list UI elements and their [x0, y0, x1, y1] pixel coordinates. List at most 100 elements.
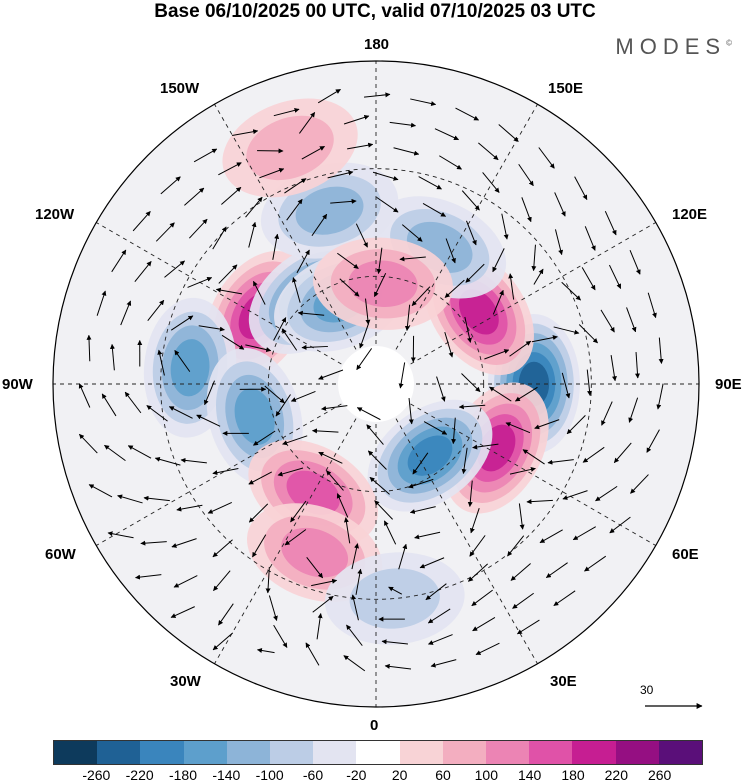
anomaly-contour — [281, 527, 349, 578]
wind-arrow — [212, 468, 239, 476]
wind-arrow — [109, 343, 115, 371]
brand-mark: © — [726, 38, 732, 48]
wind-arrow — [168, 406, 193, 419]
wind-arrow — [518, 503, 525, 530]
wind-vectors — [78, 88, 664, 672]
wind-arrow — [170, 606, 195, 618]
wind-arrow — [343, 655, 366, 672]
wind-arrow — [613, 442, 632, 463]
wind-arrow — [318, 369, 344, 380]
wind-arrow — [343, 517, 351, 544]
wind-arrow — [425, 583, 447, 601]
latitude-circle — [160, 168, 592, 600]
polar-cap — [338, 346, 414, 422]
wind-arrow — [284, 529, 307, 546]
colorbar-tick-label: -220 — [125, 767, 154, 783]
wind-arrow — [372, 171, 399, 181]
wind-arrow — [398, 362, 406, 389]
wind-arrow — [265, 566, 271, 594]
wind-arrow — [393, 147, 420, 156]
wind-arrow — [531, 335, 558, 343]
wind-arrow — [311, 428, 339, 434]
wind-arrow — [311, 578, 338, 587]
wind-arrow — [466, 220, 477, 246]
wind-arrow — [127, 445, 152, 459]
wind-arrow — [124, 391, 142, 414]
wind-arrow — [646, 429, 660, 453]
wind-arrow — [311, 213, 328, 237]
wind-arrow — [215, 287, 243, 295]
wind-arrow — [212, 226, 227, 250]
wind-arrow — [245, 196, 263, 218]
colorbar-segment — [529, 741, 573, 764]
wind-arrow — [505, 422, 531, 434]
wind-arrow — [286, 198, 303, 221]
wind-arrow — [317, 88, 341, 104]
wind-arrow — [553, 590, 576, 607]
wind-arrow — [117, 494, 143, 504]
wind-arrow — [498, 124, 519, 142]
wind-arrow — [461, 447, 468, 475]
wind-arrow — [218, 162, 242, 176]
wind-arrow — [198, 325, 225, 332]
wind-arrow — [409, 506, 436, 514]
wind-arrow — [581, 267, 596, 291]
wind-arrow — [445, 238, 456, 264]
wind-arrow — [218, 264, 238, 284]
wind-arrow — [356, 348, 373, 371]
wind-arrow — [518, 163, 534, 187]
brand-name: MODES — [615, 34, 727, 59]
wind-arrow — [383, 520, 397, 545]
wind-arrow — [472, 443, 499, 450]
colorbar-tick-label: 220 — [604, 767, 629, 783]
wind-arrow — [398, 543, 408, 570]
wind-arrow — [221, 186, 242, 205]
wind-arrow — [336, 493, 349, 518]
wind-arrow — [399, 256, 426, 262]
colorbar-segment — [140, 741, 184, 764]
wind-arrow — [134, 261, 152, 282]
wind-arrow — [430, 659, 457, 668]
wind-arrow — [465, 263, 485, 283]
wind-arrow — [248, 471, 273, 485]
wind-arrow — [461, 373, 481, 393]
wind-arrow — [492, 289, 504, 315]
wind-arrow — [373, 272, 387, 298]
reference-vector-label: 30 — [640, 683, 654, 697]
wind-arrow — [143, 495, 170, 502]
wind-arrow — [343, 115, 370, 125]
wind-arrow — [521, 197, 532, 223]
wind-arrow — [330, 198, 357, 204]
anomaly-contour — [458, 289, 499, 335]
wind-arrow — [412, 452, 429, 475]
wind-arrow — [305, 642, 320, 666]
wind-arrow — [292, 277, 301, 303]
wind-arrow — [630, 474, 649, 494]
lon-label-60e: 60E — [672, 546, 699, 563]
wind-arrow — [509, 340, 532, 357]
colorbar-segment — [399, 741, 443, 764]
wind-arrow — [376, 247, 383, 275]
wind-arrow — [355, 568, 363, 595]
wind-arrow — [290, 500, 307, 523]
wind-arrow — [647, 292, 657, 319]
wind-arrow — [628, 397, 639, 423]
wind-arrow — [184, 187, 205, 206]
wind-arrow — [572, 526, 596, 541]
wind-arrow — [444, 332, 454, 358]
lon-label-30e: 30E — [550, 673, 577, 690]
wind-arrow — [339, 278, 360, 297]
wind-arrow — [418, 176, 442, 190]
wind-arrow — [284, 178, 307, 194]
wind-arrow — [478, 142, 499, 161]
wind-arrow — [132, 211, 151, 232]
wind-arrow — [365, 298, 371, 325]
anomaly-contour — [170, 339, 210, 397]
colorbar-segment — [486, 741, 530, 764]
colorbar-tick-label: -180 — [168, 767, 198, 783]
wind-arrow — [364, 92, 391, 98]
colorbar — [53, 740, 703, 765]
anomaly-contour — [234, 388, 275, 445]
wind-arrow — [171, 538, 197, 548]
wind-arrow — [327, 170, 354, 179]
